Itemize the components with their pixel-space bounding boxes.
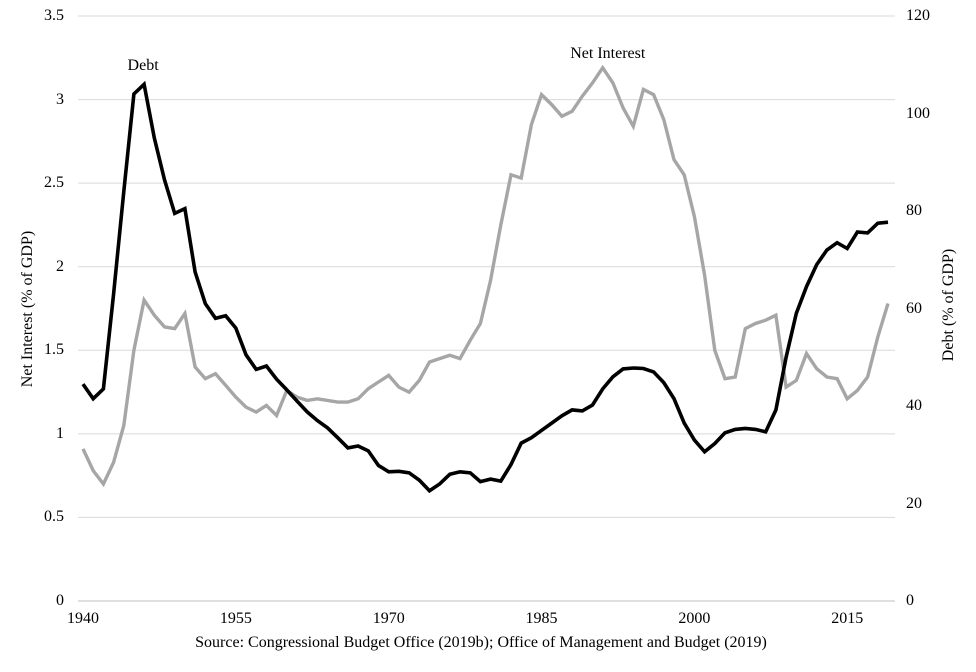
- x-axis-tick-label: 1985: [525, 610, 558, 627]
- x-axis-tick-label: 1970: [372, 610, 405, 627]
- y-right-tick-label: 60: [906, 299, 922, 317]
- y-left-tick-label: 2: [56, 257, 64, 275]
- x-axis-tick-label: 2015: [831, 610, 864, 627]
- right-axis-title: Debt (% of GDP): [940, 248, 957, 362]
- x-axis-tick-label: 2000: [678, 610, 711, 627]
- y-right-tick-label: 80: [906, 202, 922, 219]
- source-note: Source: Congressional Budget Office (201…: [195, 634, 767, 651]
- left-axis-title: Net Interest (% of GDP): [19, 230, 36, 388]
- y-right-tick-label: 100: [906, 104, 930, 122]
- net-interest-line-label: Net Interest: [570, 45, 646, 63]
- net-interest-line: [81, 64, 890, 488]
- y-left-tick-label: 3: [56, 90, 64, 108]
- y-left-tick-label: 1.5: [44, 341, 64, 359]
- y-right-tick-label: 120: [906, 7, 930, 24]
- debt-line-label: Debt: [127, 57, 159, 75]
- y-left-tick-label: 2.5: [44, 174, 64, 192]
- y-left-tick-label: 1: [56, 424, 64, 442]
- y-right-tick-label: 0: [906, 592, 914, 609]
- y-right-tick-label: 20: [906, 494, 922, 512]
- x-axis-tick-label: 1955: [219, 610, 252, 627]
- x-axis-tick-label: 1940: [67, 610, 99, 627]
- debt-line: [81, 80, 889, 494]
- y-left-tick-label: 0: [56, 592, 64, 609]
- y-right-tick-label: 40: [906, 397, 922, 414]
- y-left-tick-label: 0.5: [44, 508, 64, 526]
- y-left-tick-label: 3.5: [44, 7, 64, 24]
